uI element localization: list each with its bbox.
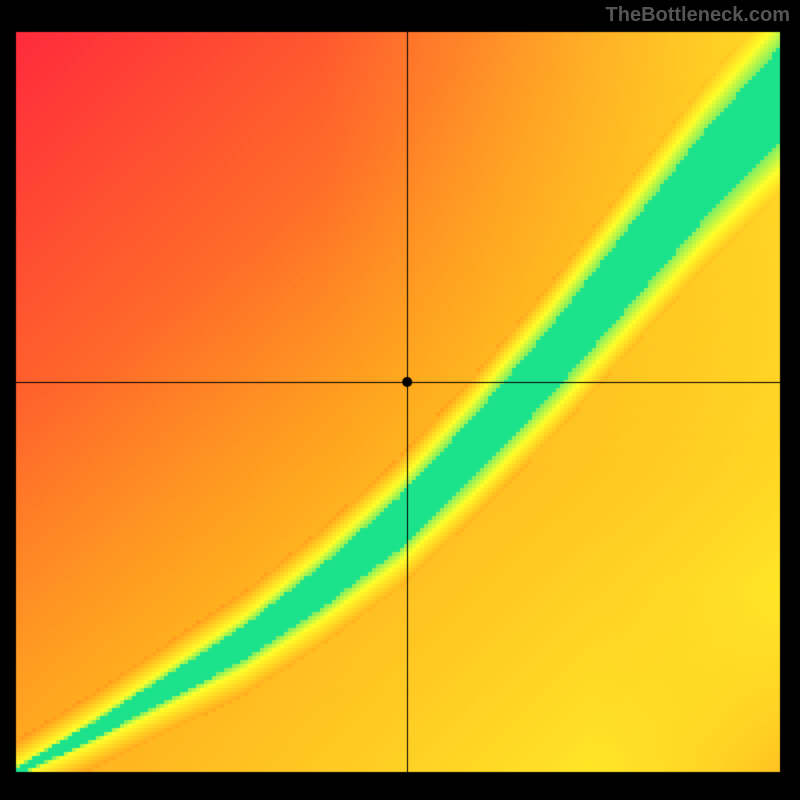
heatmap-canvas (0, 0, 800, 800)
chart-container: TheBottleneck.com (0, 0, 800, 800)
watermark-text: TheBottleneck.com (606, 4, 790, 27)
